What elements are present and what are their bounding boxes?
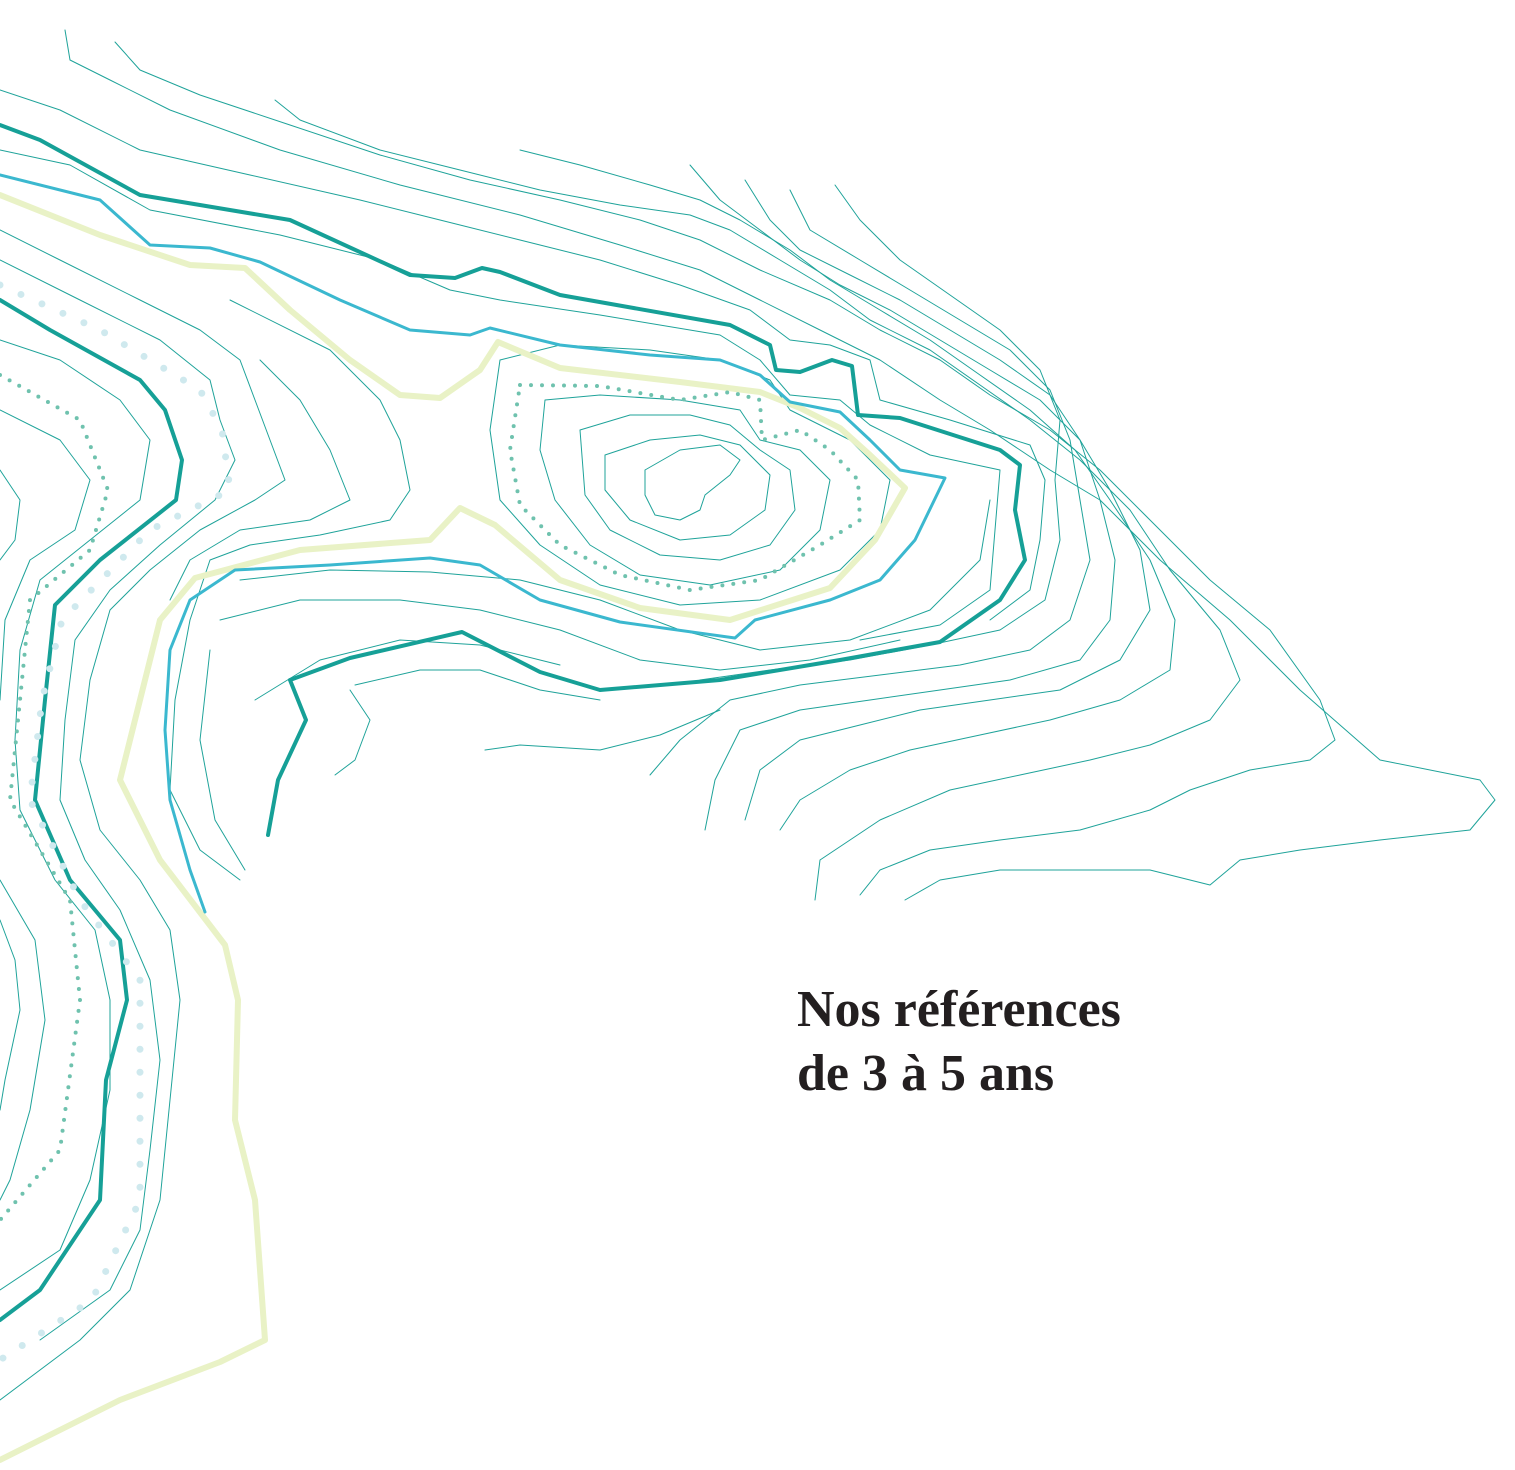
contour xyxy=(649,189,1091,776)
contour-thick xyxy=(0,298,184,1322)
contour xyxy=(199,649,246,871)
contour xyxy=(539,394,831,586)
contour xyxy=(704,179,1116,831)
contour xyxy=(644,444,741,521)
contour-dotted xyxy=(0,281,234,1364)
contour xyxy=(0,339,151,1291)
contour xyxy=(114,41,1336,896)
contour xyxy=(484,709,721,751)
contour xyxy=(689,164,1151,821)
contour xyxy=(0,89,1046,621)
contour xyxy=(0,259,236,1341)
contour xyxy=(0,229,286,1401)
contour xyxy=(0,469,21,561)
title-line: de 3 à 5 ans xyxy=(797,1045,1055,1102)
contour xyxy=(699,184,1061,681)
contour xyxy=(169,299,411,881)
contour-pale xyxy=(0,192,908,1463)
contour xyxy=(0,149,1001,641)
contour-blue xyxy=(0,173,947,914)
contour xyxy=(254,639,561,701)
contour xyxy=(274,99,1241,901)
contour xyxy=(334,689,371,776)
title: Nos références de 3 à 5 ans xyxy=(797,978,1121,1106)
contour-dotted xyxy=(507,382,863,593)
title-line: Nos références xyxy=(797,981,1121,1038)
contour-dotted xyxy=(0,373,111,1222)
contour xyxy=(0,919,21,1111)
contour xyxy=(239,499,991,651)
contour xyxy=(604,434,771,541)
contour xyxy=(219,599,901,671)
contour xyxy=(519,149,1176,831)
contour xyxy=(579,414,796,561)
contour xyxy=(0,409,91,701)
contour xyxy=(0,879,46,1201)
contour-thick xyxy=(0,123,1027,837)
contour xyxy=(354,669,601,701)
contour xyxy=(169,359,351,601)
